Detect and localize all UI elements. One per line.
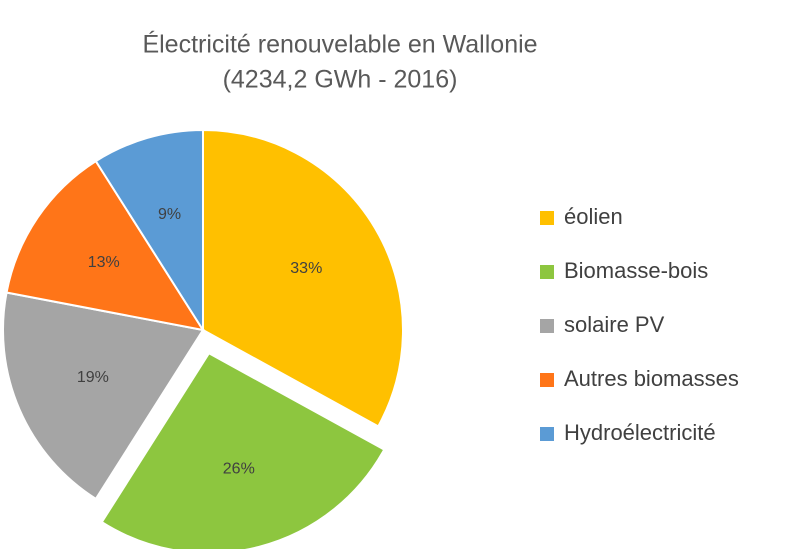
legend-swatch: [540, 265, 554, 279]
pie-slice: [94, 128, 204, 334]
pie-slice: [100, 351, 386, 549]
legend-label: Biomasse-bois: [564, 258, 708, 283]
chart-title: Électricité renouvelable en Wallonie: [142, 30, 537, 59]
legend-swatch: [540, 427, 554, 441]
legend-label: éolien: [564, 204, 623, 229]
chart-subtitle: (4234,2 GWh - 2016): [223, 66, 458, 94]
pie-slice: [2, 291, 205, 501]
data-label: 13%: [88, 254, 120, 271]
legend-swatch: [540, 211, 554, 225]
legend-swatch: [540, 319, 554, 333]
pie-slice: [202, 128, 404, 428]
pie-slice: [5, 159, 206, 332]
data-label: 19%: [77, 369, 109, 386]
data-label: 26%: [223, 461, 255, 478]
legend-swatch: [540, 373, 554, 387]
data-label: 9%: [158, 206, 181, 223]
legend-label: Hydroélectricité: [564, 420, 716, 445]
legend-label: solaire PV: [564, 312, 665, 337]
data-label: 33%: [290, 260, 322, 277]
legend-label: Autres biomasses: [564, 366, 739, 391]
